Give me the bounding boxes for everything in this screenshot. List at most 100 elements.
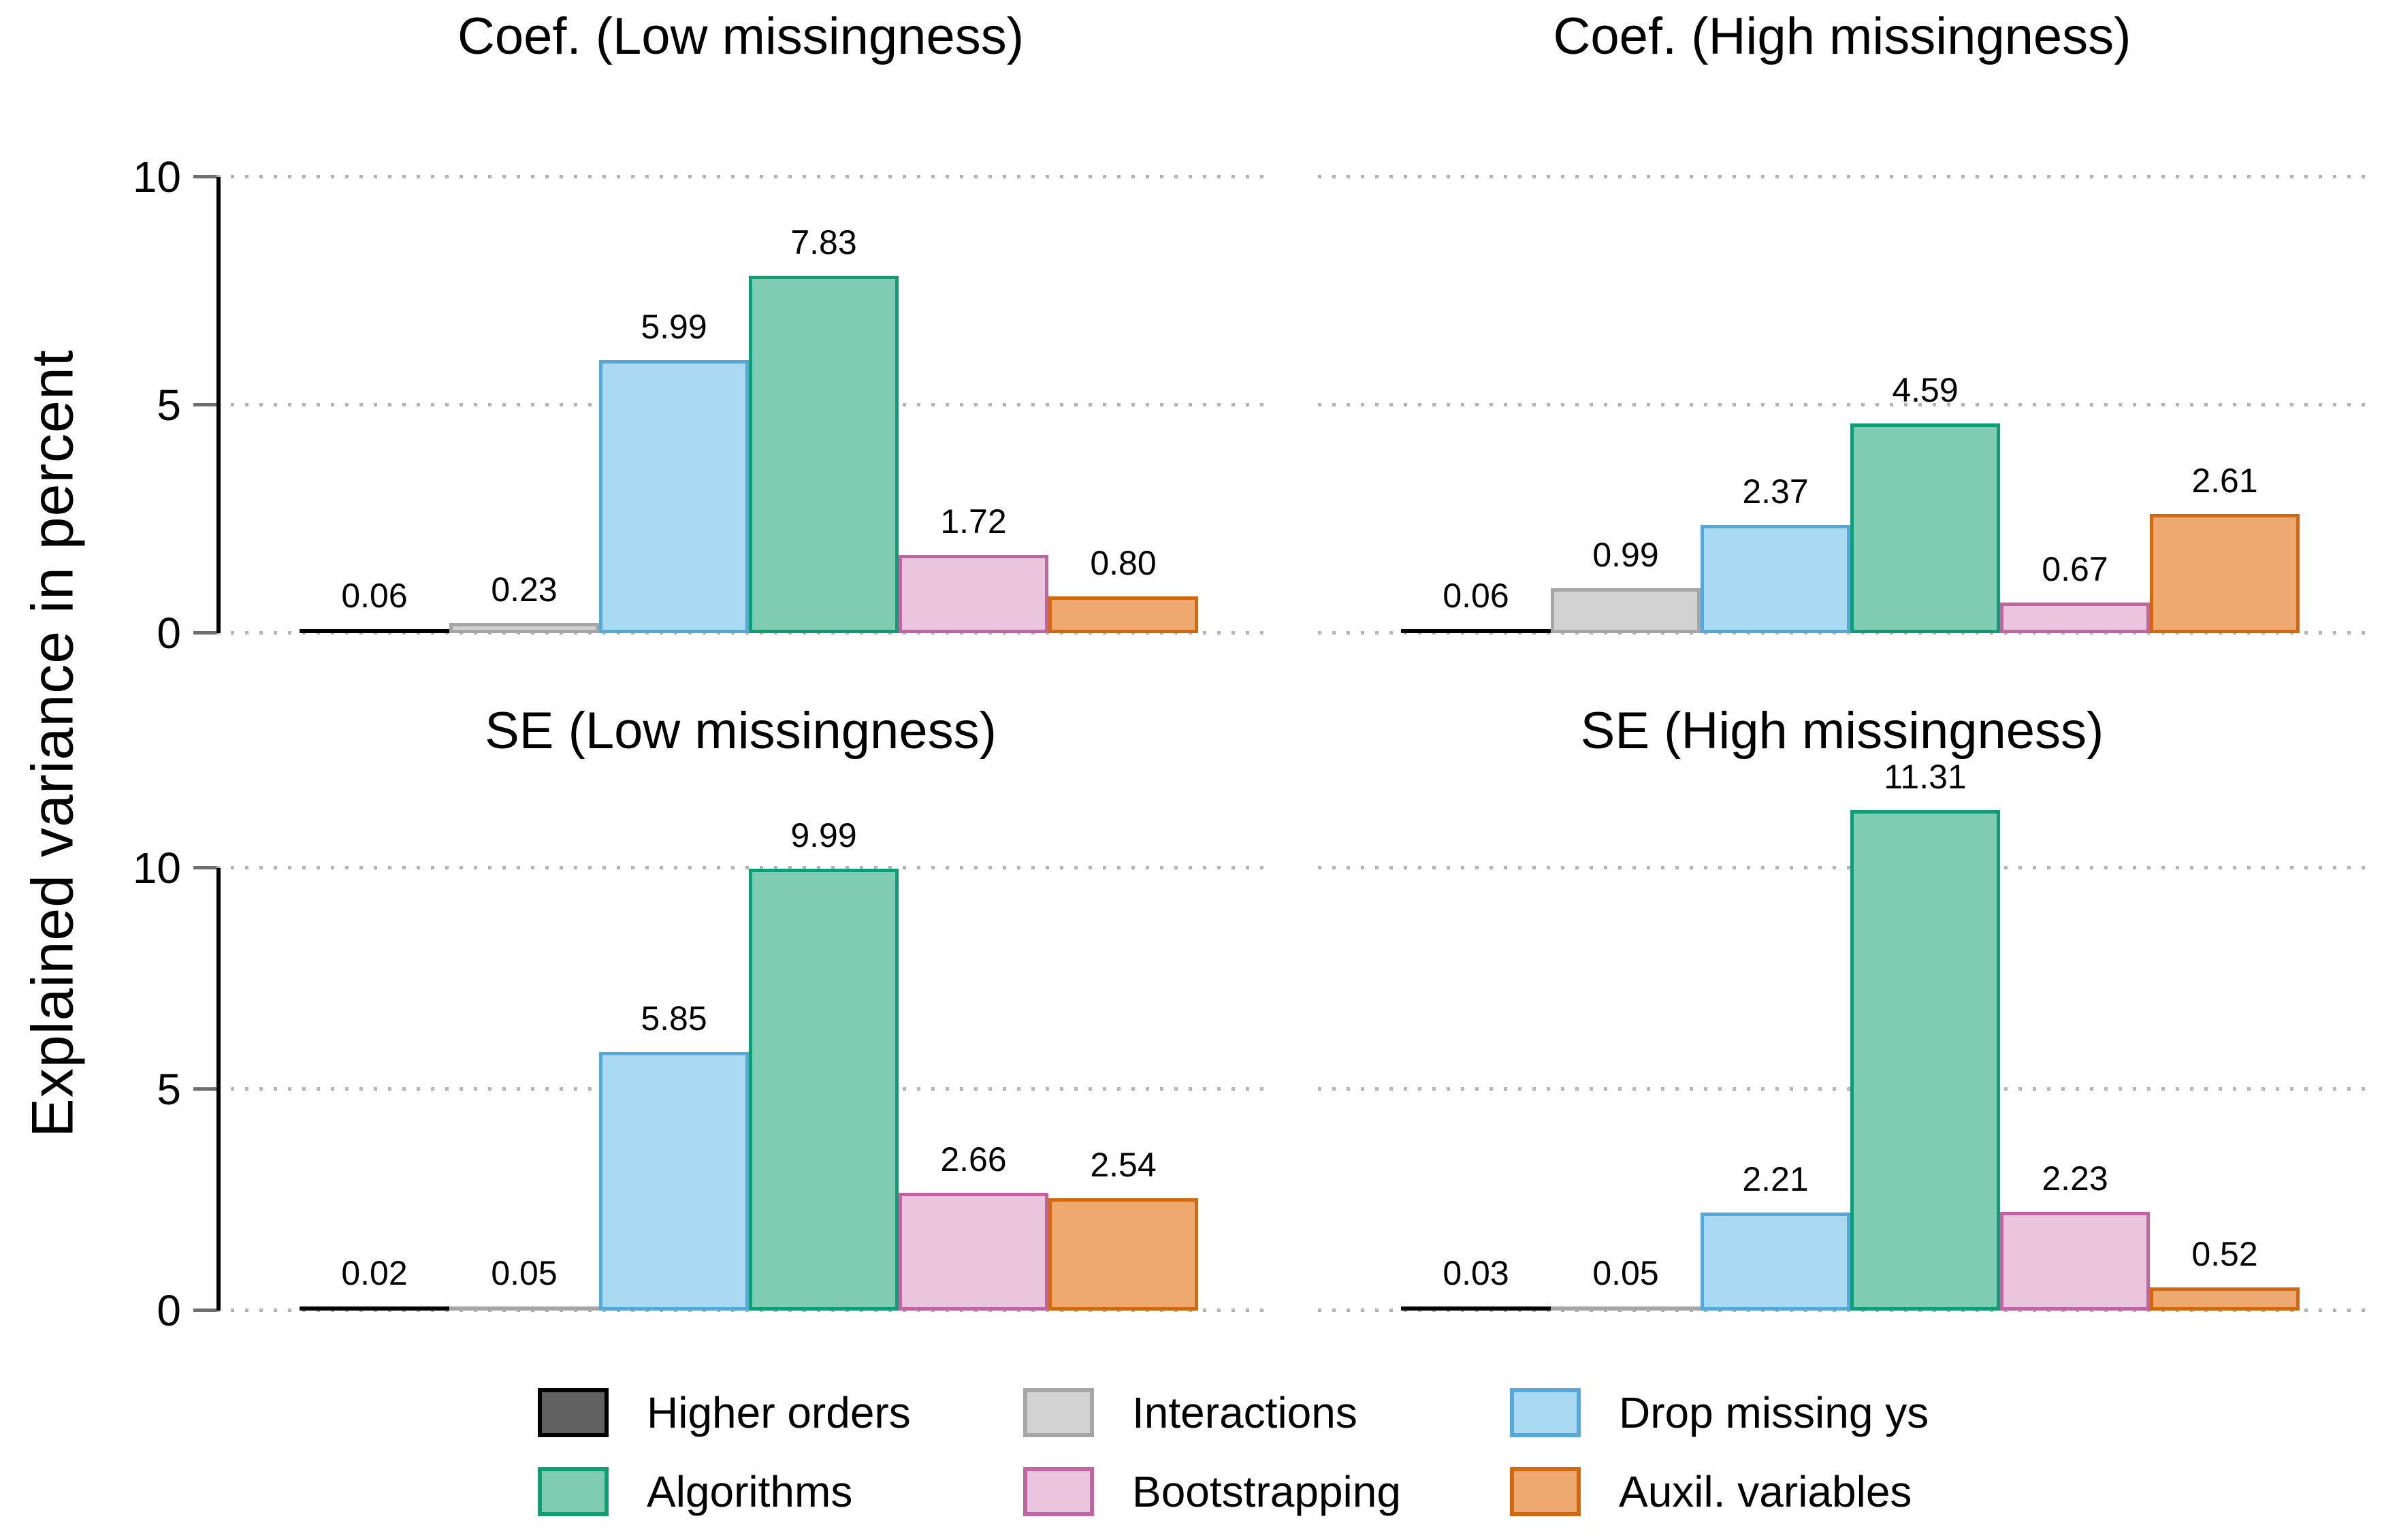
bars-group: 0.06 0.23 5.99 7.83 1.72 0.80 (300, 225, 1198, 633)
bar-value-label: 4.59 (1892, 371, 1959, 410)
bar-rect (1850, 423, 2000, 633)
legend-item-interactions: Interactions (1023, 1388, 1510, 1437)
bar-algorithms: 7.83 (749, 225, 899, 633)
bar-bootstrapping: 2.23 (2000, 1161, 2150, 1311)
y-tick (193, 631, 216, 635)
legend-swatch-drop-missing-ys (1510, 1388, 1581, 1437)
bar-value-label: 0.05 (1592, 1254, 1659, 1292)
bar-auxil-variables: 0.80 (1048, 546, 1198, 633)
bar-value-label: 0.67 (2042, 550, 2108, 589)
bars-group: 0.02 0.05 5.85 9.99 2.66 2.54 (300, 818, 1198, 1311)
y-tick-label: 10 (132, 844, 181, 893)
legend-label: Interactions (1132, 1388, 1357, 1437)
bar-rect (1401, 629, 1551, 633)
bar-rect (899, 1193, 1048, 1311)
gridline (216, 175, 1265, 178)
legend-swatch-algorithms (538, 1467, 609, 1516)
bar-value-label: 0.06 (1443, 577, 1509, 615)
panel-title: SE (Low missingness) (485, 702, 997, 760)
panel-coef-low-missingness: Coef. (Low missingness) 0 5 10 0.06 0.23 5.99… (133, 7, 1265, 655)
bar-rect (2000, 1212, 2150, 1311)
y-tick-label: 10 (132, 153, 181, 202)
bar-drop-missing-ys: 5.99 (599, 310, 749, 633)
gridline (1318, 175, 2366, 178)
bar-value-label: 11.31 (1884, 757, 1967, 796)
legend-item-auxil-variables: Auxil. variables (1510, 1467, 1929, 1516)
bar-interactions: 0.05 (1551, 1256, 1701, 1311)
bar-rect (300, 1306, 449, 1311)
bar-value-label: 2.66 (940, 1140, 1007, 1179)
panel-title: SE (High missingness) (1580, 702, 2104, 760)
bar-value-label: 2.21 (1742, 1160, 1809, 1199)
bar-value-label: 0.99 (1592, 535, 1659, 574)
bar-value-label: 2.23 (2042, 1159, 2108, 1198)
bar-value-label: 2.61 (2191, 462, 2258, 500)
legend-label: Drop missing ys (1619, 1388, 1929, 1437)
bar-higher-orders: 0.06 (300, 579, 449, 633)
gridline (1318, 1087, 2366, 1091)
legend-swatch-higher-orders (538, 1388, 609, 1437)
bar-value-label: 5.85 (641, 999, 707, 1038)
bar-rect (749, 868, 899, 1311)
bar-algorithms: 11.31 (1850, 760, 2000, 1311)
bar-rect (1551, 588, 1701, 633)
bar-interactions: 0.23 (449, 573, 599, 633)
panel-se-low-missingness: SE (Low missingness) 0 5 10 0.02 0.05 5.85 9.9… (133, 702, 1265, 1332)
y-tick-label: 5 (157, 1065, 181, 1114)
bars-group: 0.06 0.99 2.37 4.59 0.67 2.61 (1401, 373, 2300, 633)
legend-label: Bootstrapping (1132, 1467, 1401, 1516)
bar-value-label: 2.37 (1742, 472, 1809, 511)
plot-area: 0 5 10 0.02 0.05 5.85 9.99 2.66 2.54 (133, 818, 1265, 1332)
bar-rect (449, 1306, 599, 1311)
legend-item-higher-orders: Higher orders (538, 1388, 1023, 1437)
panel-title: Coef. (High missingness) (1553, 7, 2131, 65)
legend-swatch-bootstrapping (1023, 1467, 1094, 1516)
y-tick (193, 1309, 216, 1312)
panel-title: Coef. (Low missingness) (457, 7, 1025, 65)
legend: Higher orders Interactions Drop missing … (538, 1388, 1929, 1516)
y-tick (193, 403, 216, 406)
bar-rect (1048, 1198, 1198, 1311)
bar-value-label: 0.80 (1090, 544, 1157, 583)
bar-rect (2150, 1287, 2300, 1311)
bar-rect (1701, 525, 1850, 633)
legend-swatch-interactions (1023, 1388, 1094, 1437)
bar-rect (1401, 1306, 1551, 1311)
panel-coef-high-missingness: Coef. (High missingness) 0.06 0.99 2.37 4.5… (1318, 7, 2366, 635)
y-axis-line (216, 868, 221, 1311)
panel-se-high-missingness: SE (High missingness) 0.03 0.05 2.21 11.31 2… (1318, 702, 2366, 1312)
legend-swatch-auxil-variables (1510, 1467, 1581, 1516)
bar-value-label: 9.99 (790, 816, 857, 854)
bar-rect (1551, 1306, 1701, 1311)
bar-value-label: 0.06 (341, 577, 408, 615)
bar-drop-missing-ys: 5.85 (599, 1001, 749, 1311)
bar-rect (1048, 596, 1198, 633)
gridline (1318, 403, 2366, 406)
legend-item-drop-missing-ys: Drop missing ys (1510, 1388, 1929, 1437)
legend-item-bootstrapping: Bootstrapping (1023, 1467, 1510, 1516)
bar-rect (749, 276, 899, 633)
bar-value-label: 7.83 (790, 223, 857, 262)
y-tick (193, 1087, 216, 1091)
bar-drop-missing-ys: 2.21 (1701, 1162, 1850, 1311)
bar-higher-orders: 0.02 (300, 1256, 449, 1311)
bar-rect (1850, 809, 2000, 1311)
bar-value-label: 5.99 (641, 307, 707, 346)
bar-rect (899, 554, 1048, 633)
bar-drop-missing-ys: 2.37 (1701, 475, 1850, 633)
legend-label: Higher orders (647, 1388, 911, 1437)
plot-area: 0.03 0.05 2.21 11.31 2.23 0.52 (1318, 760, 2366, 1312)
plot-area: 0.06 0.99 2.37 4.59 0.67 2.61 (1318, 175, 2366, 635)
bar-rect (2000, 603, 2150, 633)
bars-group: 0.03 0.05 2.21 11.31 2.23 0.52 (1401, 760, 2300, 1311)
bar-rect (449, 622, 599, 633)
bar-bootstrapping: 2.66 (899, 1142, 1048, 1311)
bar-auxil-variables: 0.52 (2150, 1237, 2300, 1311)
plot-area: 0 5 10 0.06 0.23 5.99 7.83 1.72 0.80 (133, 155, 1265, 655)
y-tick-label: 0 (157, 609, 181, 658)
bar-algorithms: 9.99 (749, 818, 899, 1311)
y-axis-line (216, 177, 221, 633)
gridline (216, 866, 1265, 869)
bar-value-label: 0.03 (1443, 1254, 1509, 1292)
bar-bootstrapping: 0.67 (2000, 552, 2150, 633)
